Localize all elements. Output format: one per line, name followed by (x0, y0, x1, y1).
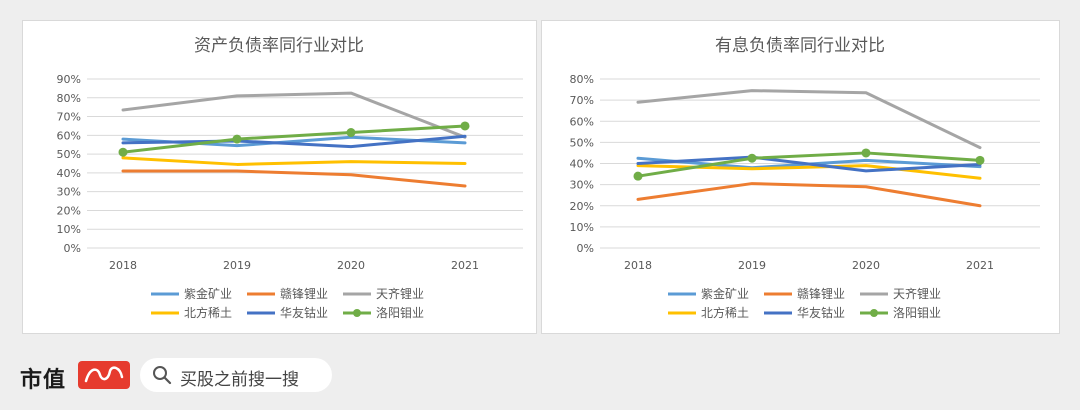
series-line-e5a4a9e9bd90e99482e4b89a (636, 89, 982, 150)
series-line-e5a4a9e9bd90e99482e4b89a (121, 91, 467, 139)
y-tick-label: 30% (570, 179, 594, 192)
footer-bar: 市值 买股之前搜一搜 (0, 352, 1080, 398)
brand-logo-stamp (78, 361, 130, 389)
series-line-e8b5a3e9948be99482e4b89a (636, 182, 982, 208)
x-tick-label: 2021 (966, 259, 994, 272)
legend-label: 赣锋锂业 (797, 286, 845, 301)
y-tick-label: 90% (57, 73, 81, 86)
y-tick-label: 70% (57, 111, 81, 124)
data-point-marker (975, 155, 985, 165)
y-tick-label: 60% (570, 115, 594, 128)
brand-stamp-glyph (84, 366, 124, 383)
data-point-marker (633, 171, 643, 181)
search-box[interactable]: 买股之前搜一搜 (140, 358, 332, 392)
y-tick-label: 10% (57, 223, 81, 236)
search-icon (153, 366, 172, 385)
y-tick-label: 80% (570, 73, 594, 86)
legend-label: 华友钴业 (280, 305, 328, 320)
search-prompt: 买股之前搜一搜 (180, 370, 299, 390)
x-tick-label: 2021 (451, 259, 479, 272)
series-line-e58d8ee58f8be992b4e4b89a (636, 155, 982, 173)
legend-label: 北方稀土 (184, 305, 232, 320)
y-tick-label: 30% (57, 186, 81, 199)
y-tick-label: 70% (570, 94, 594, 107)
data-point-marker (460, 121, 470, 131)
series-line-e6b49be998b3e992bce4b89a (636, 151, 982, 178)
legend-swatch-marker (870, 309, 878, 317)
y-tick-label: 50% (570, 136, 594, 149)
asset-liability-chart: 资产负债率同行业对比 0% 10% 20% 30% 40% 50% 60% 70% 80% 90% 2… (57, 36, 523, 320)
y-tick-label: 60% (57, 129, 81, 142)
legend-label: 紫金矿业 (701, 286, 749, 301)
data-point-marker (346, 128, 356, 138)
y-tick-label: 0% (64, 242, 81, 255)
interest-debt-chart-panel: 有息负债率同行业对比 0% 10% 20% 30% 40% 50% 60% 70% 80% 2018… (541, 20, 1060, 334)
data-point-marker (118, 147, 128, 157)
series-line-e8b5a3e9948be99482e4b89a (121, 169, 467, 188)
legend-label: 天齐锂业 (893, 286, 941, 301)
brand-logo-text: 市值 (20, 367, 67, 393)
y-tick-label: 40% (57, 167, 81, 180)
y-tick-label: 10% (570, 221, 594, 234)
interest-debt-chart: 有息负债率同行业对比 0% 10% 20% 30% 40% 50% 60% 70% 80% 2018… (570, 36, 1040, 320)
series-line-e58c97e696b9e7a880e59c9f (121, 156, 467, 166)
x-tick-label: 2020 (337, 259, 365, 272)
legend-label: 洛阳钼业 (893, 305, 941, 320)
y-tick-label: 50% (57, 148, 81, 161)
asset-liability-chart-panel: 资产负债率同行业对比 0% 10% 20% 30% 40% 50% 60% 70% 80% 90% 2… (22, 20, 537, 334)
legend-label: 天齐锂业 (376, 286, 424, 301)
x-tick-label: 2018 (624, 259, 652, 272)
data-point-marker (861, 148, 871, 158)
data-point-marker (232, 134, 242, 144)
x-tick-label: 2020 (852, 259, 880, 272)
series-line-e58d8ee58f8be992b4e4b89a (121, 134, 467, 149)
legend-label: 华友钴业 (797, 305, 845, 320)
series-line-e6b49be998b3e992bce4b89a (121, 124, 467, 154)
legend-label: 北方稀土 (701, 305, 749, 320)
x-tick-label: 2019 (738, 259, 766, 272)
chart-title: 有息负债率同行业对比 (715, 36, 885, 56)
chart-title: 资产负债率同行业对比 (194, 36, 364, 56)
y-tick-label: 40% (570, 158, 594, 171)
legend-label: 赣锋锂业 (280, 286, 328, 301)
y-tick-label: 0% (577, 242, 594, 255)
legend-swatch-marker (353, 309, 361, 317)
legend-label: 洛阳钼业 (376, 305, 424, 320)
x-tick-label: 2019 (223, 259, 251, 272)
data-point-marker (747, 153, 757, 163)
y-tick-label: 80% (57, 92, 81, 105)
y-tick-label: 20% (570, 200, 594, 213)
x-tick-label: 2018 (109, 259, 137, 272)
legend-label: 紫金矿业 (184, 286, 232, 301)
y-tick-label: 20% (57, 204, 81, 217)
